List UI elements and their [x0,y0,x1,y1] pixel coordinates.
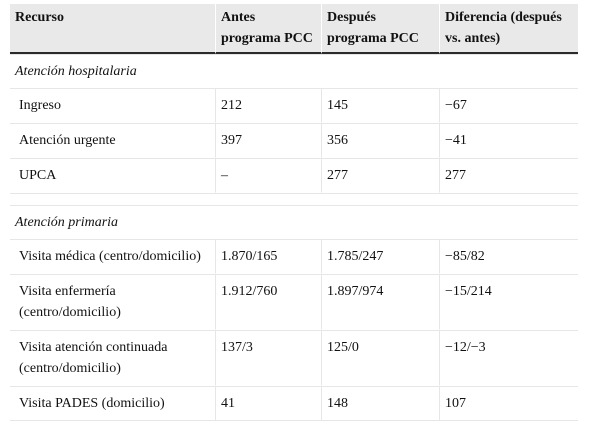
cell-despues: 277 [321,158,439,193]
header-diferencia: Diferencia (después vs. antes) [439,4,578,54]
cell-despues: 1.785/247 [321,239,439,274]
cell-diferencia: 107 [439,386,578,421]
cell-despues: 1.897/974 [321,274,439,330]
section-title: Atención primaria [10,205,578,239]
table-row: Visita médica (centro/domicilio) 1.870/1… [10,239,578,274]
cell-antes: – [215,158,321,193]
cell-recurso: Ingreso [10,88,215,123]
table-row: Ingreso 212 145 −67 [10,88,578,123]
cell-diferencia: 277 [439,158,578,193]
section-title: Atención hospitalaria [10,54,578,88]
section-row: Atención primaria [10,205,578,239]
header-row: Recurso Antes programa PCC Después progr… [10,4,578,54]
cell-diferencia: −85/82 [439,239,578,274]
cell-recurso: Atención urgente [10,123,215,158]
table-row: UPCA – 277 277 [10,158,578,193]
cell-antes: 1.870/165 [215,239,321,274]
cell-despues: 356 [321,123,439,158]
table-row: Visita atención continuada (centro/domic… [10,330,578,386]
section-row: Atención hospitalaria [10,54,578,88]
table-header: Recurso Antes programa PCC Después progr… [10,4,578,54]
cell-recurso: Visita atención continuada (centro/domic… [10,330,215,386]
cell-antes: 1.912/760 [215,274,321,330]
resource-table: Recurso Antes programa PCC Después progr… [10,4,578,421]
cell-recurso: Visita enfermería (centro/domicilio) [10,274,215,330]
table-row: Visita enfermería (centro/domicilio) 1.9… [10,274,578,330]
cell-recurso: UPCA [10,158,215,193]
spacer-row [10,193,578,205]
cell-diferencia: −67 [439,88,578,123]
cell-diferencia: −41 [439,123,578,158]
header-despues: Después programa PCC [321,4,439,54]
table-body: Atención hospitalaria Ingreso 212 145 −6… [10,54,578,421]
cell-diferencia: −12/−3 [439,330,578,386]
spacer-cell [10,193,578,205]
cell-despues: 125/0 [321,330,439,386]
table-row: Visita PADES (domicilio) 41 148 107 [10,386,578,421]
cell-despues: 148 [321,386,439,421]
table-row: Atención urgente 397 356 −41 [10,123,578,158]
cell-despues: 145 [321,88,439,123]
header-antes: Antes programa PCC [215,4,321,54]
cell-antes: 397 [215,123,321,158]
cell-antes: 212 [215,88,321,123]
cell-diferencia: −15/214 [439,274,578,330]
cell-antes: 41 [215,386,321,421]
header-recurso: Recurso [10,4,215,54]
cell-recurso: Visita PADES (domicilio) [10,386,215,421]
cell-recurso: Visita médica (centro/domicilio) [10,239,215,274]
cell-antes: 137/3 [215,330,321,386]
